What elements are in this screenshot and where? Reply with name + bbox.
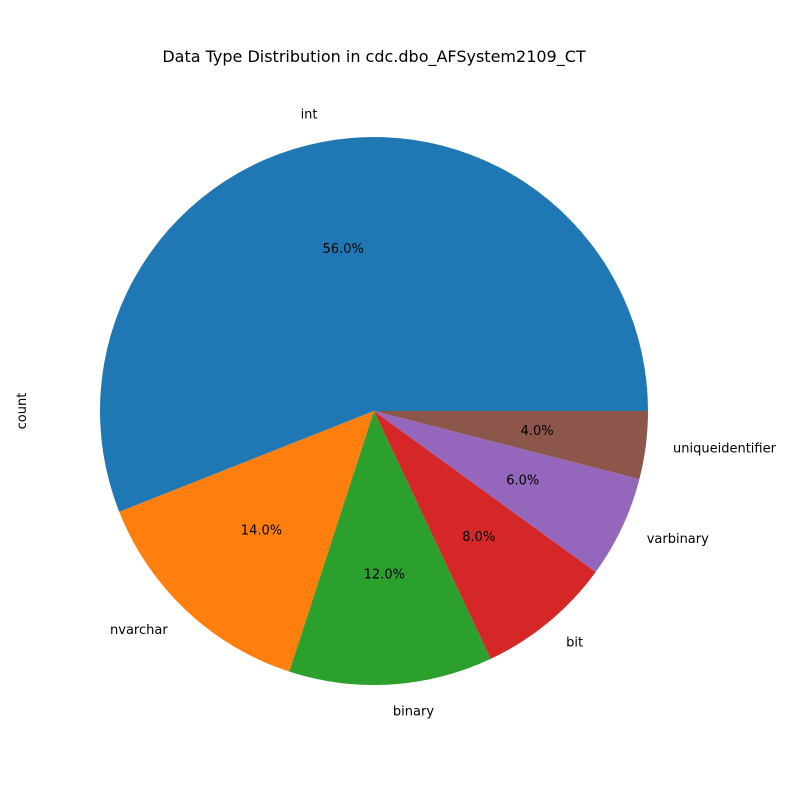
slice-label-bit: bit — [566, 636, 583, 651]
slice-label-binary: binary — [393, 704, 434, 719]
percent-label-int: 56.0% — [323, 242, 364, 257]
percent-label-varbinary: 6.0% — [506, 474, 539, 489]
slice-label-int: int — [301, 107, 318, 122]
percent-label-uniqueidentifier: 4.0% — [521, 424, 554, 439]
slice-label-uniqueidentifier: uniqueidentifier — [673, 441, 777, 456]
pie-slice-uniqueidentifier — [374, 411, 648, 480]
percent-label-nvarchar: 14.0% — [241, 523, 282, 538]
pie-slice-int — [100, 137, 649, 512]
chart-title: Data Type Distribution in cdc.dbo_AFSyst… — [162, 47, 586, 67]
pie-slice-binary — [289, 411, 491, 685]
y-axis-label: count — [15, 393, 30, 430]
pie-slice-bit — [374, 411, 596, 659]
percent-label-bit: 8.0% — [462, 530, 495, 545]
slice-label-nvarchar: nvarchar — [110, 623, 168, 638]
pie-labels: int 56.0% nvarchar 14.0% binary 12.0% bit 8.0% v… — [110, 107, 777, 719]
percent-label-binary: 12.0% — [364, 568, 405, 583]
pie-slice-varbinary — [374, 411, 640, 573]
pie-slices — [100, 137, 649, 685]
pie-slice-nvarchar — [119, 411, 375, 672]
slice-label-varbinary: varbinary — [647, 532, 709, 547]
